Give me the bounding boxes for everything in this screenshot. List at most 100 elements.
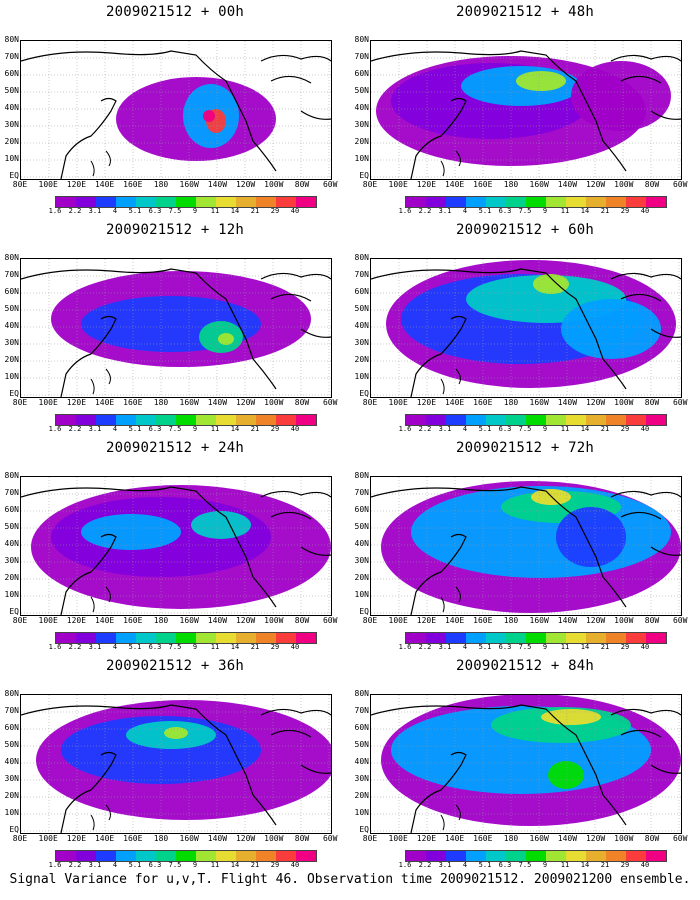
colorbar-label: 5.1 (128, 861, 142, 869)
lon-label: 60W (672, 180, 688, 189)
colorbar-label: 14 (230, 643, 240, 651)
lon-label: 140W (557, 616, 578, 625)
lat-label: 20N (354, 791, 369, 800)
colorbar-label: 9 (542, 425, 548, 433)
colorbar-swatch (606, 415, 626, 425)
colorbar-swatch (276, 851, 296, 861)
lon-label: 120W (235, 616, 256, 625)
colorbar-label: 40 (640, 207, 650, 215)
lon-label: 160E (123, 834, 143, 843)
lon-label: 80E (362, 180, 378, 189)
lat-label: 10N (4, 590, 19, 599)
lat-label: 20N (354, 355, 369, 364)
colorbar-label: 40 (640, 643, 650, 651)
lon-label: 100E (388, 616, 408, 625)
colorbar-swatch (296, 415, 316, 425)
panel-title: 2009021512 + 48h (455, 4, 595, 20)
colorbar-swatch (606, 197, 626, 207)
colorbar-label: 7.5 (518, 425, 532, 433)
colorbar-swatch (116, 633, 136, 643)
lat-label: 70N (4, 270, 19, 279)
colorbar-swatch (156, 851, 176, 861)
lat-label: EQ (9, 607, 19, 616)
colorbar-labels: 1.6 2.2 3.1 4 5.1 6.3 7.5 9 11 14 21 29 40 (399, 425, 665, 434)
colorbar-label: 29 (270, 425, 280, 433)
colorbar-label: 1.6 (398, 861, 412, 869)
colorbar-swatch (76, 851, 96, 861)
colorbar-label: 11 (560, 425, 570, 433)
colorbar-swatch (296, 851, 316, 861)
colorbar (405, 632, 667, 644)
lon-label: 60W (672, 616, 688, 625)
lon-label: 160E (123, 398, 143, 407)
panel-title: 2009021512 + 00h (105, 4, 245, 20)
lat-label: 70N (4, 706, 19, 715)
colorbar-swatch (486, 197, 506, 207)
variance-field (371, 259, 681, 397)
lat-label: 60N (354, 69, 369, 78)
map-area (20, 476, 332, 616)
lat-label: 60N (354, 723, 369, 732)
colorbar-label: 2.2 (68, 425, 82, 433)
colorbar-swatch (176, 851, 196, 861)
colorbar-labels: 1.6 2.2 3.1 4 5.1 6.3 7.5 9 11 14 21 29 40 (49, 207, 315, 216)
lat-label: 20N (4, 791, 19, 800)
colorbar-label: 21 (600, 425, 610, 433)
colorbar-label: 11 (210, 207, 220, 215)
coastline (90, 586, 111, 613)
lon-label: 120E (416, 180, 437, 189)
colorbar-swatch (546, 633, 566, 643)
lon-label: 60W (672, 398, 688, 407)
lon-label: 160W (529, 616, 549, 625)
lon-label: 160W (529, 398, 549, 407)
coastline (371, 486, 627, 608)
colorbar-label: 9 (542, 643, 548, 651)
colorbar-swatch (96, 415, 116, 425)
colorbar-swatch (176, 197, 196, 207)
colorbar-swatch (566, 415, 586, 425)
colorbar-label: 2.2 (68, 207, 82, 215)
colorbar-label: 21 (250, 643, 260, 651)
lat-label: 80N (354, 689, 369, 698)
colorbar-swatch (156, 633, 176, 643)
colorbar-swatch (486, 851, 506, 861)
lon-label: 160E (123, 180, 143, 189)
colorbar-label: 14 (580, 207, 590, 215)
coastline (610, 272, 681, 338)
lon-label: 140W (207, 398, 228, 407)
coastline (60, 97, 117, 179)
map-panel: 2009021512 + 00h 80N 70N 60N 50N 40N 30N 20N 10N… (0, 0, 350, 218)
colorbar-label: 5.1 (128, 643, 142, 651)
coastline (90, 150, 111, 177)
variance-contour (533, 274, 569, 294)
colorbar-swatch (406, 633, 426, 643)
colorbar-label: 40 (290, 425, 300, 433)
colorbar-swatch (76, 633, 96, 643)
map-area (370, 476, 682, 616)
lat-label: 70N (354, 52, 369, 61)
colorbar-swatch (56, 197, 76, 207)
coastline (410, 315, 467, 397)
variance-contour (218, 333, 234, 345)
colorbar-swatch (586, 851, 606, 861)
lon-label: 180 (503, 616, 519, 625)
colorbar-label: 7.5 (168, 425, 182, 433)
lon-label: 180 (503, 180, 519, 189)
colorbar-label: 7.5 (168, 861, 182, 869)
lon-label: 140W (207, 616, 228, 625)
lon-label: 140E (94, 398, 115, 407)
colorbar-swatch (446, 197, 466, 207)
lon-label: 120W (235, 834, 256, 843)
colorbar-swatch (406, 197, 426, 207)
lon-label: 140E (444, 834, 465, 843)
colorbar-swatch (426, 851, 446, 861)
lon-label: 180 (153, 180, 169, 189)
colorbar-labels: 1.6 2.2 3.1 4 5.1 6.3 7.5 9 11 14 21 29 40 (399, 207, 665, 216)
colorbar-label: 1.6 (48, 643, 62, 651)
lon-label: 80E (12, 834, 28, 843)
variance-contour (164, 727, 188, 739)
colorbar (55, 632, 317, 644)
colorbar-label: 3.1 (88, 643, 102, 651)
map-panel: 2009021512 + 84h 80N 70N 60N 50N 40N 30N 20N 10N… (350, 654, 700, 872)
colorbar-label: 14 (580, 425, 590, 433)
